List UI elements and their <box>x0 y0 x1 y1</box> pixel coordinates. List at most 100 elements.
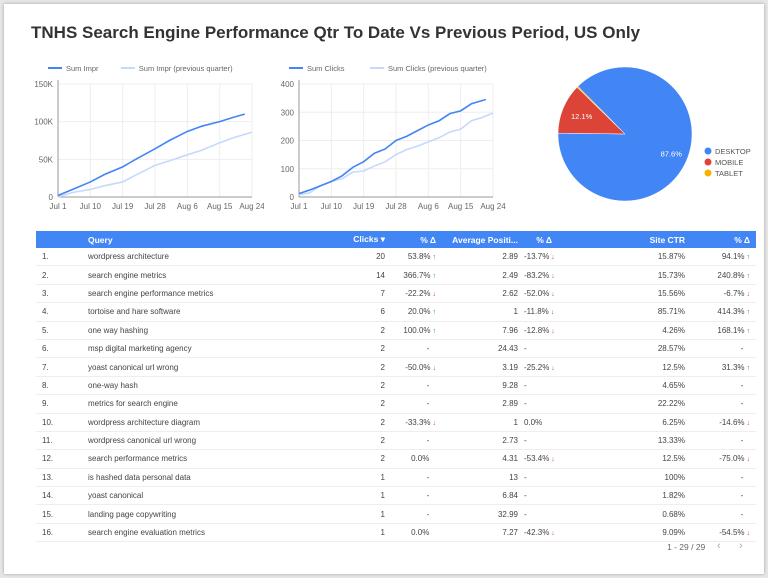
table-row[interactable]: 12. search performance metrics 2 0.0% 4.31-… <box>36 450 756 469</box>
legend-label: TABLET <box>715 169 743 178</box>
arrow-down-icon: ↓ <box>549 327 555 335</box>
table-row[interactable]: 3. search engine performance metrics 7 -22.… <box>36 285 756 304</box>
ctr-delta-cell-value: 240.8% <box>717 270 745 280</box>
query-cell-value: wordpress architecture diagram <box>88 417 201 427</box>
table-row[interactable]: 5. one way hashing 2 100.0% ↑ 7.96 -12.8% ↓ 4.… <box>36 322 756 340</box>
position-delta-cell-value: -13.7% <box>524 252 550 262</box>
table-row[interactable]: 11. wordpress canonical url wrong 2- 2.73-… <box>36 432 756 451</box>
position-delta-cell: - <box>518 491 558 500</box>
site-ctr-cell: 4.26% <box>558 326 685 335</box>
clicks-delta-cell: -22.2% ↓ <box>385 289 442 298</box>
clicks-cell-value: 1 <box>380 491 385 501</box>
clicks-cell-value: 2 <box>380 325 385 335</box>
col-site-ctr[interactable]: Site CTR <box>649 234 685 245</box>
query-cell-value: yoast canonical <box>88 491 144 501</box>
col-ctr-delta[interactable]: % Δ <box>734 234 750 245</box>
clicks-cell-value: 6 <box>380 307 385 317</box>
table-row[interactable]: 2. search engine metrics 14 366.7% ↑ 2.49 -83… <box>36 266 756 285</box>
site-ctr-cell: 15.87% <box>558 252 685 261</box>
row-index-value: 12. <box>42 454 54 464</box>
clicks-delta-cell-value: - <box>426 380 430 390</box>
table-row[interactable]: 9. metrics for search engine 2- 2.89- 22.2… <box>36 395 756 414</box>
ctr-delta-cell-value: - <box>740 399 744 409</box>
table-row[interactable]: 7. yoast canonical url wrong 2 -50.0% ↓ 3.19… <box>36 358 756 377</box>
clicks-delta-cell-value: - <box>426 491 430 501</box>
position-delta-cell-value: -42.3% <box>524 528 550 538</box>
clicks-cell: 1 <box>308 473 385 482</box>
arrow-up-icon: ↑ <box>430 309 436 317</box>
table-row[interactable]: 15. landing page copywriting 1- 32.99- 0.6… <box>36 505 756 524</box>
site-ctr-cell-value: 12.5% <box>662 454 685 464</box>
row-index-value: 3. <box>42 288 49 298</box>
clicks-cell: 2 <box>308 381 385 390</box>
col-position-delta[interactable]: % Δ <box>536 234 552 245</box>
clicks-delta-cell: - <box>385 344 442 353</box>
arrow-down-icon: ↓ <box>744 530 750 538</box>
query-cell-value: search engine metrics <box>88 270 167 280</box>
clicks-delta-cell: - <box>385 436 442 445</box>
query-cell-value: landing page copywriting <box>88 509 177 519</box>
clicks-cell: 14 <box>308 271 385 280</box>
clicks-line-chart: 0 100 200 300 400 Jul 1 Jul 10 Jul 19 Jul 28 Aug … <box>281 64 507 211</box>
clicks-delta-cell: - <box>385 381 442 390</box>
position-delta-cell: -53.4% ↓ <box>518 454 558 463</box>
row-index: 11. <box>36 436 88 445</box>
table-row[interactable]: 14. yoast canonical 1- 6.84- 1.82% - <box>36 487 756 506</box>
position-delta-cell-value: -12.8% <box>524 325 550 335</box>
col-avg-position[interactable]: Average Positi... <box>452 234 518 245</box>
table-header: Query Clicks ▾ % Δ Average Positi... % Δ… <box>36 231 756 248</box>
avg-position-cell-value: 9.28 <box>502 380 518 390</box>
site-ctr-cell-value: 13.33% <box>657 436 685 446</box>
position-delta-cell-value: -11.8% <box>524 307 549 317</box>
position-delta-cell-value: - <box>524 472 527 482</box>
avg-position-cell: 13 <box>442 473 518 482</box>
prev-page-button[interactable]: ‹ <box>717 540 721 552</box>
site-ctr-cell-value: 85.71% <box>657 307 685 317</box>
table-row[interactable]: 8. one-way hash 2- 9.28- 4.65% - <box>36 377 756 396</box>
avg-position-cell: 32.99 <box>442 510 518 519</box>
x-tick-label: Jul 28 <box>144 202 166 211</box>
table-row[interactable]: 10. wordpress architecture diagram 2 -33.3%… <box>36 414 756 432</box>
arrow-down-icon: ↓ <box>549 290 555 298</box>
avg-position-cell: 6.84 <box>442 491 518 500</box>
ctr-delta-cell-value: 31.3% <box>721 362 745 372</box>
position-delta-cell: -25.2% ↓ <box>518 363 558 372</box>
row-index: 7. <box>36 363 88 372</box>
ctr-delta-cell-value: -14.6% <box>719 417 745 427</box>
arrow-down-icon: ↓ <box>744 290 750 298</box>
clicks-cell: 1 <box>308 510 385 519</box>
table-row[interactable]: 13. is hashed data personal data 1- 13- 10… <box>36 469 756 488</box>
avg-position-cell-value: 7.96 <box>502 325 518 335</box>
clicks-cell-value: 1 <box>380 528 385 538</box>
avg-position-cell-value: 1 <box>513 417 518 427</box>
table-row[interactable]: 1. wordpress architecture 20 53.8% ↑ 2.89 -13… <box>36 248 756 267</box>
table-row[interactable]: 4. tortoise and hare software 6 20.0% ↑ 1 -11… <box>36 303 756 322</box>
row-index-value: 1. <box>42 252 49 262</box>
clicks-cell: 2 <box>308 436 385 445</box>
avg-position-cell-value: 4.31 <box>502 454 518 464</box>
next-page-button[interactable]: › <box>739 540 743 552</box>
table-row[interactable]: 16. search engine evaluation metrics 1 0.0%… <box>36 524 756 543</box>
col-clicks-delta[interactable]: % Δ <box>420 234 436 245</box>
clicks-cell-value: 2 <box>380 399 385 409</box>
arrow-down-icon: ↓ <box>548 309 555 317</box>
arrow-up-icon: ↑ <box>744 364 750 372</box>
site-ctr-cell-value: 1.82% <box>662 491 685 501</box>
col-clicks[interactable]: Clicks ▾ <box>308 234 385 245</box>
series-line <box>57 131 253 198</box>
col-query[interactable]: Query <box>88 234 113 245</box>
ctr-delta-cell: 240.8% ↑ <box>685 271 756 280</box>
sort-desc-icon: ▾ <box>380 234 385 244</box>
clicks-delta-cell-value: -50.0% <box>405 362 431 372</box>
arrow-down-icon: ↓ <box>549 530 555 538</box>
table-row[interactable]: 6. msp digital marketing agency 2- 24.43- … <box>36 340 756 359</box>
y-tick-label: 0 <box>49 193 54 202</box>
avg-position-cell: 1 <box>442 307 518 316</box>
row-index-value: 16. <box>42 528 54 538</box>
position-delta-cell: -83.2% ↓ <box>518 271 558 280</box>
ctr-delta-cell: -14.6% ↓ <box>685 418 756 427</box>
arrow-up-icon: ↑ <box>744 254 750 262</box>
avg-position-cell: 2.89 <box>442 252 518 261</box>
row-index: 12. <box>36 454 88 463</box>
query-cell: one way hashing <box>88 326 308 335</box>
